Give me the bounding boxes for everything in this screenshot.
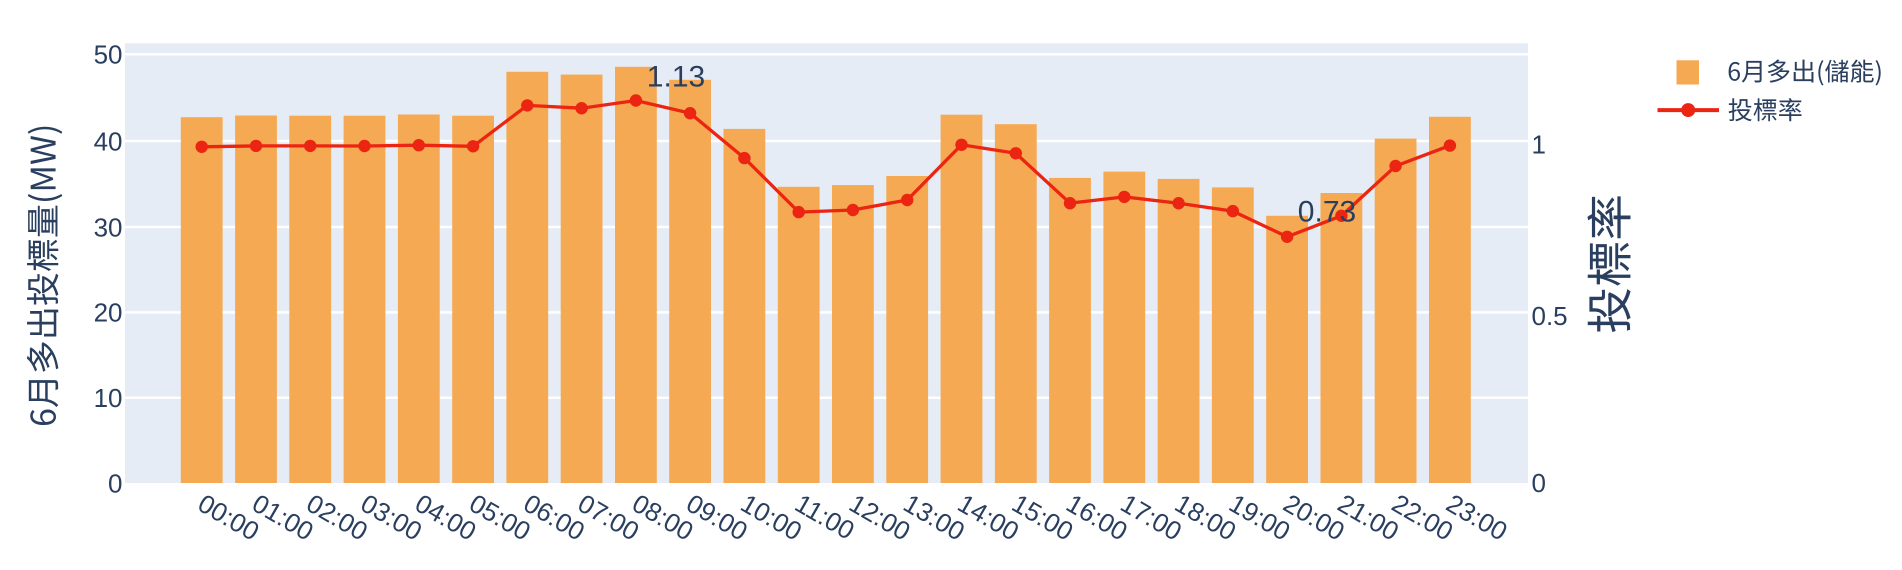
- svg-text:20: 20: [94, 298, 123, 328]
- svg-text:10: 10: [94, 383, 123, 413]
- svg-text:30: 30: [94, 212, 123, 242]
- svg-text:50: 50: [94, 40, 123, 70]
- svg-text:1.13: 1.13: [647, 60, 705, 93]
- svg-text:1: 1: [1532, 130, 1546, 160]
- svg-text:0.73: 0.73: [1298, 196, 1356, 229]
- svg-text:0.5: 0.5: [1532, 301, 1568, 331]
- svg-text:0: 0: [1532, 468, 1546, 498]
- svg-text:0: 0: [108, 468, 122, 498]
- svg-text:40: 40: [94, 126, 123, 156]
